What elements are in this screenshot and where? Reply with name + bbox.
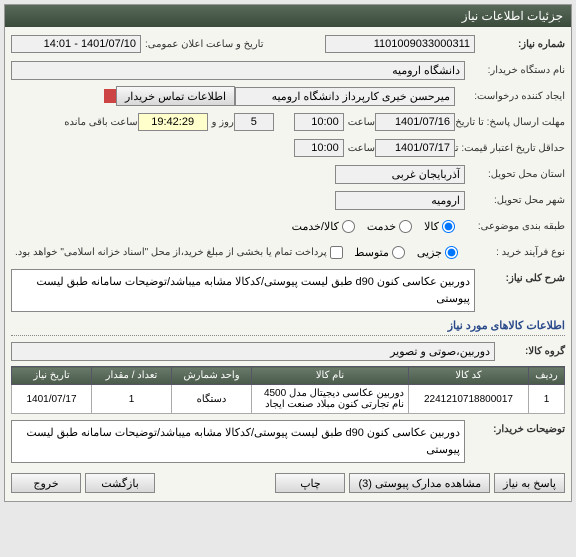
radio-juzi-input[interactable] [445,246,458,259]
announce-label: تاریخ و ساعت اعلان عمومی: [141,39,264,50]
col-qty: تعداد / مقدار [92,367,172,385]
group-label: گروه کالا: [495,346,565,357]
requester-label: ایجاد کننده درخواست: [455,91,565,102]
need-no-value: 1101009033000311 [325,35,475,53]
city-value: ارومیه [335,191,465,210]
cell-row: 1 [529,385,565,414]
remain-suffix: ساعت باقی مانده [60,117,137,128]
purchase-note-check[interactable]: پرداخت تمام یا بخشی از مبلغ خرید،از محل … [11,246,343,259]
days-value: 5 [234,113,274,131]
class-label: طبقه بندی موضوعی: [455,221,565,232]
buyer-note-label: توضیحات خریدار: [465,420,565,435]
back-button[interactable]: بازگشت [85,473,155,493]
price-deadline-date: 1401/07/17 [375,139,455,157]
buyer-note-text: دوربین عکاسی کنون d90 طبق لیست پیوستی/کد… [11,420,465,463]
col-row: ردیف [529,367,565,385]
cell-qty: 1 [92,385,172,414]
items-section-header: اطلاعات کالاهای مورد نیاز [11,316,565,336]
items-table: ردیف کد کالا نام کالا واحد شمارش تعداد /… [11,366,565,414]
color-indicator-red [104,89,116,103]
buyer-value: دانشگاه ارومیه [11,61,465,80]
province-label: استان محل تحویل: [465,169,565,180]
deadline-date: 1401/07/16 [375,113,455,131]
days-suffix: روز و [208,117,234,128]
radio-both-input[interactable] [342,220,355,233]
radio-kala-input[interactable] [442,220,455,233]
announce-value: 1401/07/10 - 14:01 [11,35,141,53]
panel-title: جزئیات اطلاعات نیاز [5,5,571,27]
purchase-radio-juzi[interactable]: جزیی [417,246,458,259]
reply-button[interactable]: پاسخ به نیاز [494,473,565,493]
col-unit: واحد شمارش [172,367,252,385]
class-radio-both[interactable]: کالا/خدمت [292,220,355,233]
purchase-note-checkbox[interactable] [330,246,343,259]
cell-unit: دستگاه [172,385,252,414]
radio-khadamat-input[interactable] [399,220,412,233]
requester-value: میرحسن خیری کارپرداز دانشگاه ارومیه [235,87,455,106]
exit-button[interactable]: خروج [11,473,81,493]
cell-name: دوربین عکاسی دیجیتال مدل 4500 نام تجارتی… [252,385,409,414]
deadline-label: مهلت ارسال پاسخ: تا تاریخ: [455,117,565,128]
attachments-button[interactable]: مشاهده مدارک پیوستی (3) [349,473,490,493]
print-button[interactable]: چاپ [275,473,345,493]
overall-desc: دوربین عکاسی کنون d90 طبق لیست پیوستی/کد… [11,269,475,312]
cell-date: 1401/07/17 [12,385,92,414]
class-radio-kala[interactable]: کالا [424,220,455,233]
contact-button[interactable]: اطلاعات تماس خریدار [116,86,235,106]
time-label-2: ساعت [344,143,375,154]
buyer-label: نام دستگاه خریدار: [465,65,565,76]
col-name: نام کالا [252,367,409,385]
price-deadline-label: حداقل تاریخ اعتبار قیمت: تا تاریخ: [455,143,565,154]
overall-label: شرح کلی نیاز: [475,269,565,284]
purchase-label: نوع فرآیند خرید : [458,247,565,258]
province-value: آذربایجان غربی [335,165,465,184]
deadline-time: 10:00 [294,113,344,131]
panel-body: شماره نیاز: 1101009033000311 تاریخ و ساع… [5,27,571,501]
footer-buttons: پاسخ به نیاز مشاهده مدارک پیوستی (3) چاپ… [11,467,565,495]
city-label: شهر محل تحویل: [465,195,565,206]
table-row[interactable]: 1 2241210718800017 دوربین عکاسی دیجیتال … [12,385,565,414]
col-date: تاریخ نیاز [12,367,92,385]
remain-time: 19:42:29 [138,113,208,131]
class-radio-group: کالا خدمت کالا/خدمت [292,220,455,233]
radio-mid-input[interactable] [392,246,405,259]
need-no-label: شماره نیاز: [475,39,565,50]
main-panel: جزئیات اطلاعات نیاز شماره نیاز: 11010090… [4,4,572,502]
col-code: کد کالا [409,367,529,385]
purchase-radio-group: جزیی متوسط [354,246,458,259]
group-value: دوربین،صوتی و تصویر [11,342,495,361]
price-deadline-time: 10:00 [294,139,344,157]
time-label-1: ساعت [344,117,375,128]
class-radio-khadamat[interactable]: خدمت [367,220,412,233]
purchase-radio-mid[interactable]: متوسط [354,246,405,259]
cell-code: 2241210718800017 [409,385,529,414]
